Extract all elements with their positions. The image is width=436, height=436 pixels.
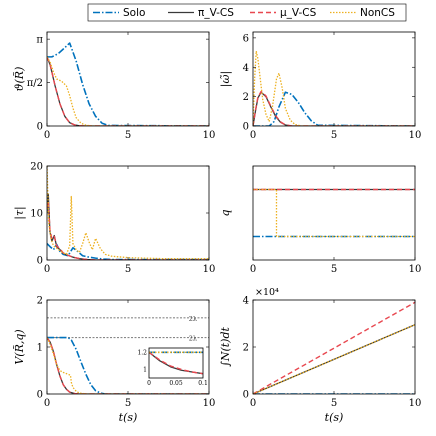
legend: Solo π_V-CS μ_V-CS NonCS — [87, 3, 407, 22]
x-axis-label-N: t(s) — [325, 411, 344, 424]
inset-y-tick-label-1: 1.2 — [137, 349, 147, 356]
x-tick-label-omega-0: 0 — [250, 130, 256, 141]
inset-series-mu_cs — [149, 351, 203, 375]
y-tick-label-omega-0: 0 — [243, 122, 249, 133]
inset-y-tick-label-0: 1 — [143, 366, 147, 373]
inset-frame — [148, 347, 204, 379]
axes-frame-q — [252, 165, 416, 261]
series-N-mu_cs — [253, 301, 415, 394]
exponent-label-N: ×10⁴ — [255, 287, 279, 298]
y-tick-label-theta-1: π/2 — [27, 78, 43, 89]
y-tick-label-theta-0: 0 — [37, 122, 43, 133]
x-tick-label-N-1: 5 — [331, 398, 337, 409]
y-tick-label-omega-2: 4 — [243, 63, 249, 74]
y-axis-label-q: q — [219, 209, 232, 216]
x-tick-label-V-1: 5 — [125, 398, 131, 409]
x-tick-label-N-0: 0 — [250, 398, 256, 409]
series-theta-pi_cs — [47, 56, 209, 126]
legend-box — [87, 3, 407, 22]
series-N-noncs — [253, 324, 415, 394]
x-tick-label-omega-2: 10 — [409, 130, 422, 141]
x-tick-label-omega-1: 5 — [331, 130, 337, 141]
series-tau-mu_cs — [47, 200, 209, 260]
series-tau-solo — [47, 242, 209, 260]
x-tick-label-tau-0: 0 — [44, 264, 50, 275]
panel-theta: 0 5 10 0 π/2 π ϑ(R̃) — [13, 31, 216, 141]
x-tick-label-q-2: 10 — [409, 264, 422, 275]
series-omega-noncs — [253, 50, 415, 126]
panel-tau: 0 5 10 0 10 20 |τ| — [13, 162, 215, 276]
series-tau-noncs — [47, 166, 209, 260]
x-tick-label-N-2: 10 — [409, 398, 422, 409]
series-theta-solo — [47, 42, 209, 126]
x-tick-label-V-0: 0 — [44, 398, 50, 409]
y-tick-label-V-2: 2 — [37, 296, 43, 307]
y-axis-label-omega: |ω̃| — [219, 71, 233, 87]
inset-x-tick-label-1: 0.05 — [169, 380, 183, 387]
x-axis-label-V: t(s) — [119, 411, 138, 424]
inset-x-tick-label-2: 0.1 — [198, 380, 208, 387]
series-q-noncs — [253, 188, 415, 238]
y-tick-label-tau-0: 0 — [37, 256, 43, 267]
x-tick-label-q-0: 0 — [250, 264, 256, 275]
y-tick-label-V-1: 1 — [37, 343, 43, 354]
series-group-tau — [47, 166, 209, 260]
x-tick-label-theta-1: 5 — [125, 130, 131, 141]
legend-label-mu_cs: μ_V-CS — [280, 7, 317, 19]
x-tick-label-theta-0: 0 — [44, 130, 50, 141]
y-tick-label-tau-2: 20 — [30, 162, 43, 173]
y-axis-label-tau: |τ| — [13, 206, 27, 220]
series-theta-noncs — [47, 56, 209, 126]
series-group-q — [253, 188, 415, 238]
x-tick-label-tau-2: 10 — [203, 264, 216, 275]
x-tick-label-V-2: 10 — [203, 398, 216, 409]
y-tick-label-tau-1: 10 — [30, 209, 43, 220]
panel-q: 0 5 10 q — [219, 165, 422, 275]
y-tick-label-N-0: 0 — [243, 390, 249, 401]
y-tick-label-omega-1: 2 — [243, 92, 249, 103]
legend-label-pi_cs: π_V-CS — [198, 7, 234, 19]
y-axis-label-N: ∫N(t)dt — [219, 327, 232, 367]
series-group-omega — [253, 50, 415, 126]
panel-omega: 0 5 10 0 2 4 6 |ω̃| — [219, 31, 422, 141]
legend-label-solo: Solo — [123, 7, 145, 19]
y-tick-label-N-2: 4 — [243, 296, 249, 307]
legend-label-noncs: NonCS — [360, 7, 395, 19]
x-tick-label-tau-1: 5 — [125, 264, 131, 275]
y-tick-label-theta-2: π — [36, 35, 43, 46]
y-tick-label-N-1: 2 — [243, 343, 249, 354]
series-omega-pi_cs — [253, 91, 415, 126]
y-tick-label-omega-3: 6 — [243, 33, 249, 44]
axes-frame-omega — [252, 31, 416, 127]
series-group-theta — [47, 42, 209, 126]
inset-V: 0 0.05 0.1 1 1.2 — [137, 347, 208, 387]
x-tick-label-q-1: 5 — [331, 264, 337, 275]
series-group-N — [253, 301, 415, 394]
inset-series-group — [149, 351, 203, 375]
inset-x-tick-label-0: 0 — [147, 380, 151, 387]
y-axis-label-theta: ϑ(R̃) — [13, 67, 26, 92]
panel-N: 0 5 10 0 2 4 ∫N(t)dt t(s) ×10⁴ — [219, 287, 421, 424]
x-tick-label-theta-2: 10 — [203, 130, 216, 141]
series-V-noncs — [47, 337, 209, 394]
hline-label-1: 2λ — [189, 335, 197, 343]
hline-label-0: 2λ — [189, 315, 197, 323]
series-omega-solo — [253, 91, 415, 126]
series-omega-mu_cs — [253, 90, 415, 126]
y-axis-label-V: V(R̃,q) — [13, 329, 26, 364]
y-tick-label-V-0: 0 — [37, 390, 43, 401]
series-theta-mu_cs — [47, 56, 209, 126]
